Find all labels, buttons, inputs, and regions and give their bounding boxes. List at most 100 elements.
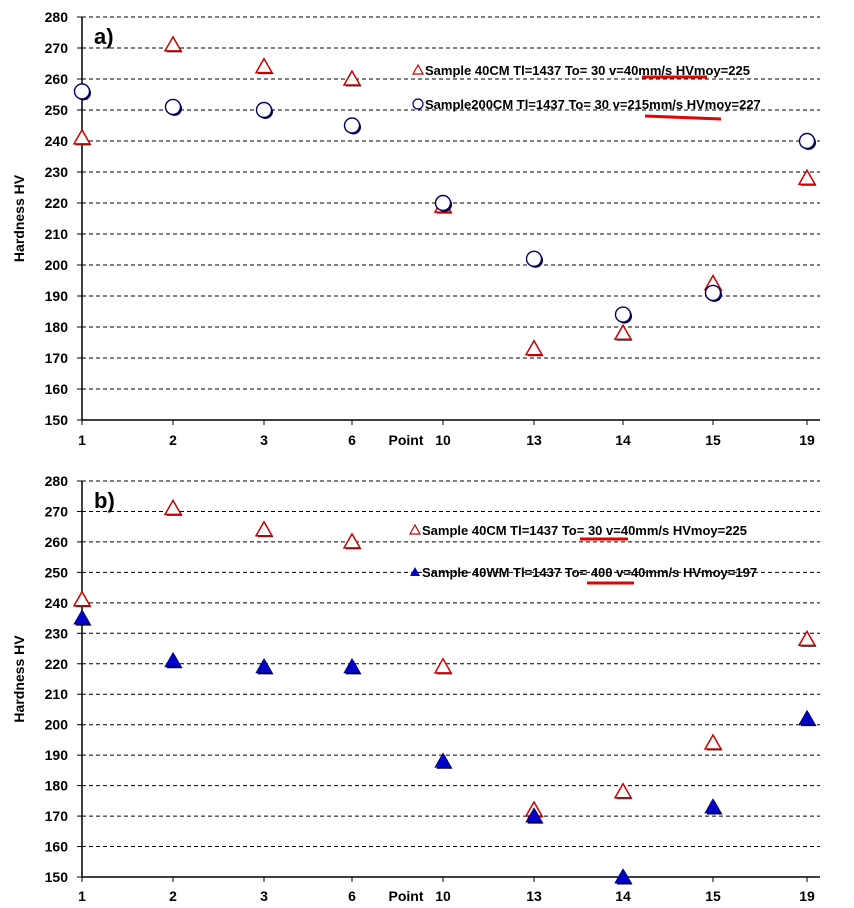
- y-tick-label: 260: [45, 71, 69, 87]
- data-point: [343, 117, 361, 135]
- y-tick-label: 170: [45, 808, 69, 824]
- y-tick-label: 240: [45, 595, 69, 611]
- data-point: [73, 83, 91, 101]
- data-point: [704, 284, 722, 302]
- y-tick-label: 160: [45, 839, 69, 855]
- x-tick-label: 1: [78, 888, 86, 904]
- data-point: [434, 752, 453, 769]
- y-tick-label: 260: [45, 534, 69, 550]
- legend-symbol: [412, 98, 424, 110]
- data-point: [433, 657, 453, 675]
- data-point: [525, 807, 544, 824]
- legend-symbol: [408, 523, 422, 535]
- data-point: [797, 629, 817, 647]
- y-tick-label: 270: [45, 503, 69, 519]
- series-2: [73, 83, 816, 324]
- x-tick-label: 15: [705, 888, 721, 904]
- x-tick-label: 19: [799, 432, 815, 448]
- x-tick-label: 2: [169, 432, 177, 448]
- data-point: [704, 798, 723, 815]
- legend-symbol: [410, 567, 420, 576]
- y-tick-label: 250: [45, 564, 69, 580]
- y-tick-label: 230: [45, 625, 69, 641]
- y-tick-label: 230: [45, 164, 69, 180]
- y-tick-label: 250: [45, 102, 69, 118]
- data-point: [798, 132, 816, 150]
- panel-label: b): [94, 488, 115, 513]
- y-tick-label: 150: [45, 412, 69, 428]
- y-tick-label: 180: [45, 319, 69, 335]
- x-axis-title: Point: [389, 888, 424, 904]
- data-point: [613, 323, 633, 341]
- legend-symbol: [411, 63, 425, 75]
- data-point: [343, 658, 362, 675]
- legend-entry: Sample200CM Tl=1437 To= 30 v=215mm/s HVm…: [425, 97, 761, 112]
- gridlines: [82, 16, 820, 421]
- x-tick-label: 13: [526, 888, 542, 904]
- legend-entry: Sample 40WM Tl=1437 To= 400 v=40mm/s HVm…: [422, 565, 757, 580]
- data-point: [524, 339, 544, 357]
- x-tick-label: 19: [799, 888, 815, 904]
- gridlines: [82, 480, 820, 878]
- x-axis-title: Point: [389, 432, 424, 448]
- y-axis-title: Hardness HV: [11, 635, 27, 723]
- hardness-chart-b: 1501601701801902002102202302402502602702…: [11, 473, 820, 904]
- data-point: [342, 532, 362, 550]
- y-tick-label: 280: [45, 9, 69, 25]
- data-point: [72, 590, 92, 608]
- data-point: [254, 520, 274, 538]
- y-tick-label: 160: [45, 381, 69, 397]
- series-2: [73, 609, 817, 885]
- data-point: [72, 128, 92, 146]
- data-point: [614, 306, 632, 324]
- data-point: [614, 868, 633, 885]
- y-tick-label: 190: [45, 747, 69, 763]
- x-tick-label: 10: [435, 432, 451, 448]
- data-point: [255, 658, 274, 675]
- x-tick-label: 6: [348, 888, 356, 904]
- x-tick-label: 13: [526, 432, 542, 448]
- y-tick-label: 210: [45, 226, 69, 242]
- x-tick-label: 3: [260, 432, 268, 448]
- panel-label: a): [94, 24, 114, 49]
- x-tick-label: 6: [348, 432, 356, 448]
- data-point: [525, 250, 543, 268]
- data-point: [164, 651, 183, 669]
- hardness-chart-a: 1501601701801902002102202302402502602702…: [11, 9, 820, 448]
- y-tick-label: 170: [45, 350, 69, 366]
- legend-entry: Sample 40CM Tl=1437 To= 30 v=40mm/s HVmo…: [425, 63, 750, 78]
- data-point: [798, 709, 817, 727]
- y-tick-label: 150: [45, 869, 69, 885]
- legend-entry: Sample 40CM Tl=1437 To= 30 v=40mm/s HVmo…: [422, 523, 747, 538]
- y-tick-label: 200: [45, 257, 69, 273]
- y-tick-label: 180: [45, 778, 69, 794]
- data-point: [434, 194, 452, 212]
- y-axis-title: Hardness HV: [11, 174, 27, 262]
- y-tick-label: 280: [45, 473, 69, 489]
- legend: Sample 40CM Tl=1437 To= 30 v=40mm/s HVmo…: [411, 63, 761, 112]
- x-tick-label: 10: [435, 888, 451, 904]
- legend-underline: [644, 114, 722, 121]
- series-1: [72, 498, 817, 818]
- x-tick-label: 2: [169, 888, 177, 904]
- data-point: [163, 498, 183, 516]
- data-point: [254, 57, 274, 75]
- data-point: [255, 101, 273, 119]
- data-point: [797, 168, 817, 186]
- x-tick-label: 14: [615, 888, 631, 904]
- data-point: [342, 69, 362, 87]
- data-point: [163, 35, 183, 53]
- y-tick-label: 240: [45, 133, 69, 149]
- y-tick-label: 210: [45, 686, 69, 702]
- x-tick-label: 3: [260, 888, 268, 904]
- x-tick-label: 1: [78, 432, 86, 448]
- y-tick-label: 270: [45, 40, 69, 56]
- data-point: [703, 733, 723, 751]
- y-tick-label: 220: [45, 656, 69, 672]
- y-tick-label: 190: [45, 288, 69, 304]
- x-tick-label: 14: [615, 432, 631, 448]
- data-point: [613, 782, 633, 800]
- y-tick-label: 220: [45, 195, 69, 211]
- legend: Sample 40CM Tl=1437 To= 30 v=40mm/s HVmo…: [408, 523, 757, 580]
- data-point: [73, 609, 92, 626]
